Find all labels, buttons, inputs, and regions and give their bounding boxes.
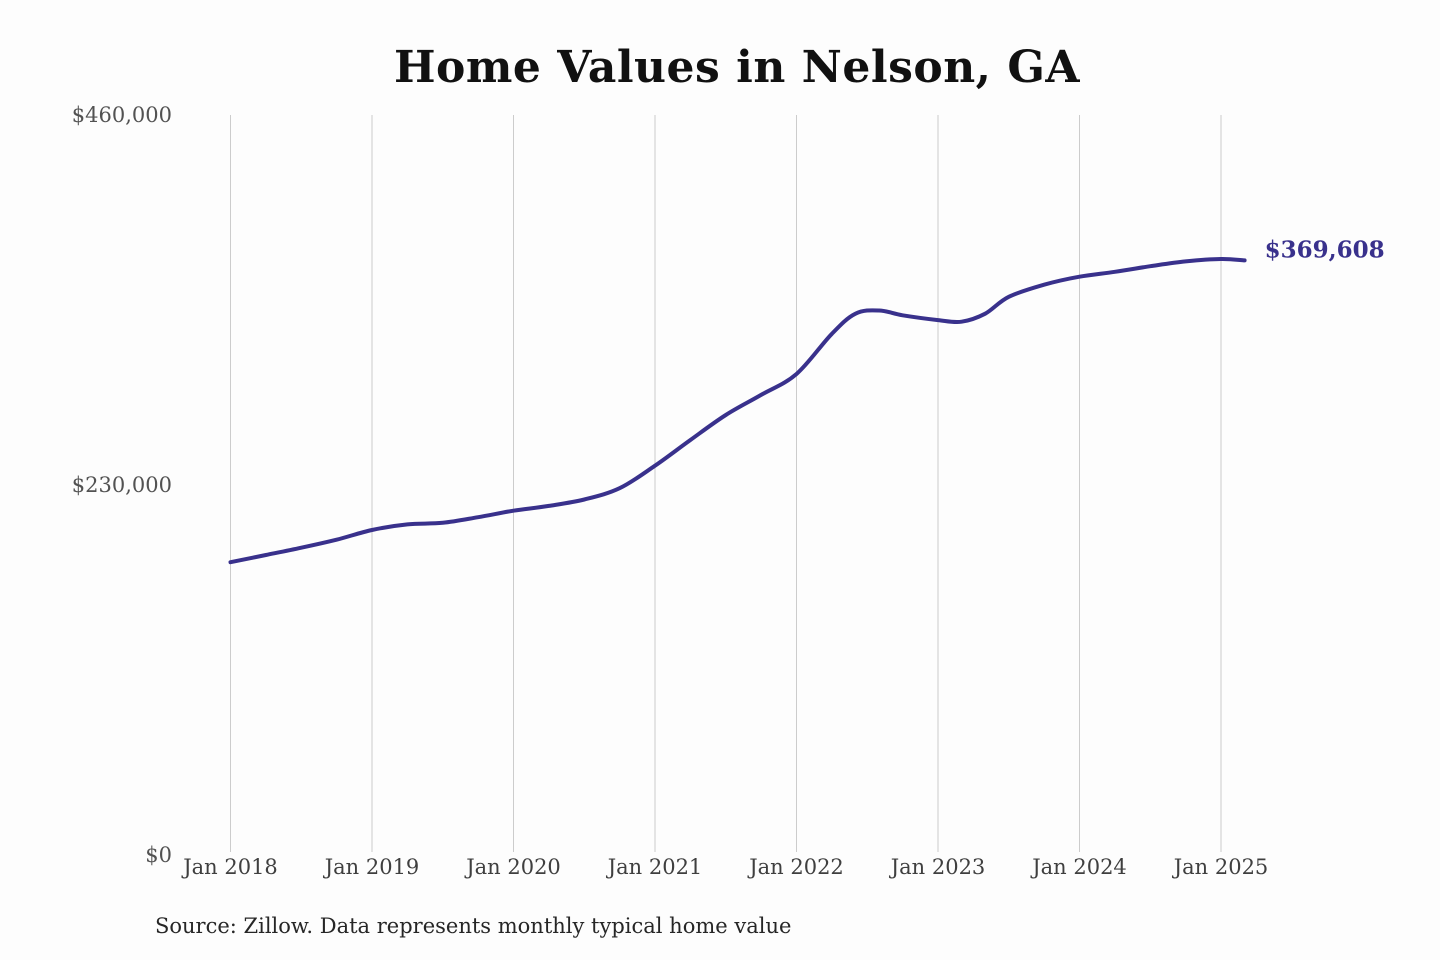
y-axis-tick-label: $230,000 bbox=[71, 473, 172, 497]
x-axis-tick-label: Jan 2025 bbox=[1173, 855, 1269, 879]
chart-title: Home Values in Nelson, GA bbox=[393, 42, 1081, 93]
source-note: Source: Zillow. Data represents monthly … bbox=[155, 914, 792, 938]
x-axis-tick-label: Jan 2022 bbox=[749, 855, 844, 879]
x-axis-tick-label: Jan 2019 bbox=[324, 855, 420, 879]
x-axis-tick-label: Jan 2023 bbox=[890, 855, 986, 879]
current-value-label: $369,608 bbox=[1264, 236, 1385, 264]
x-axis-tick-label: Jan 2018 bbox=[183, 855, 278, 879]
x-axis-tick-label: Jan 2021 bbox=[607, 855, 703, 879]
home-value-line bbox=[228, 256, 1247, 565]
x-axis-tick-label: Jan 2024 bbox=[1032, 855, 1127, 879]
y-axis-tick-label: $460,000 bbox=[71, 103, 172, 127]
y-axis-tick-label: $0 bbox=[145, 843, 172, 867]
x-axis-tick-label: Jan 2020 bbox=[466, 855, 561, 879]
